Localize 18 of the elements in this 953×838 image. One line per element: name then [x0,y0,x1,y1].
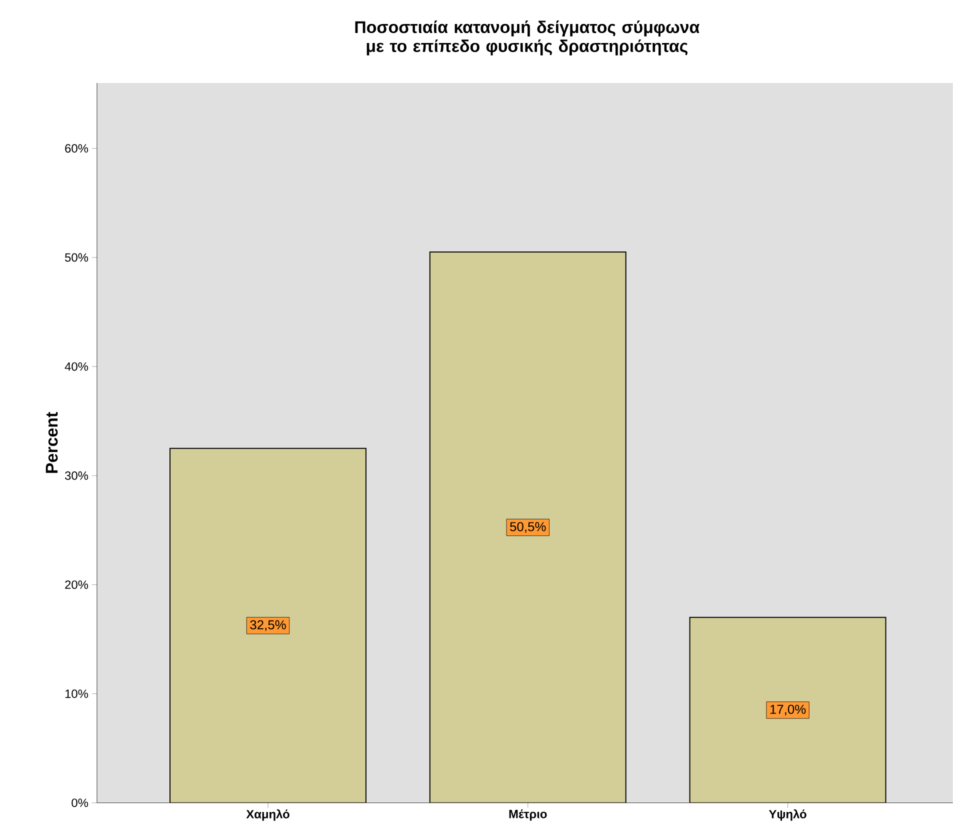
data-label: 50,5% [510,522,546,533]
data-label: 17,0% [770,704,806,716]
y-tick-label: 50% [65,253,88,262]
y-tick-label: 10% [65,690,88,698]
y-tick-label: 0% [72,798,88,808]
bar [170,448,366,803]
x-tick-label: Μέτριο [509,809,547,821]
chart-title: Ποσοστιαία κατανομή δείγματος σύμφωνα με το επίπεδο φυσικής δραστηριότητας [355,20,700,56]
y-tick-label: 30% [64,471,88,480]
x-tick-label: Χαμηλό [246,809,290,821]
y-tick-label: 40% [64,362,88,371]
y-tick-label: 60% [65,144,88,153]
bar [429,252,626,803]
data-label: 32,5% [250,620,286,632]
x-tick-label: Υψηλό [768,809,806,821]
bar [689,617,886,803]
y-tick-label: 20% [65,580,88,589]
y-axis-title: Percent [46,412,58,473]
